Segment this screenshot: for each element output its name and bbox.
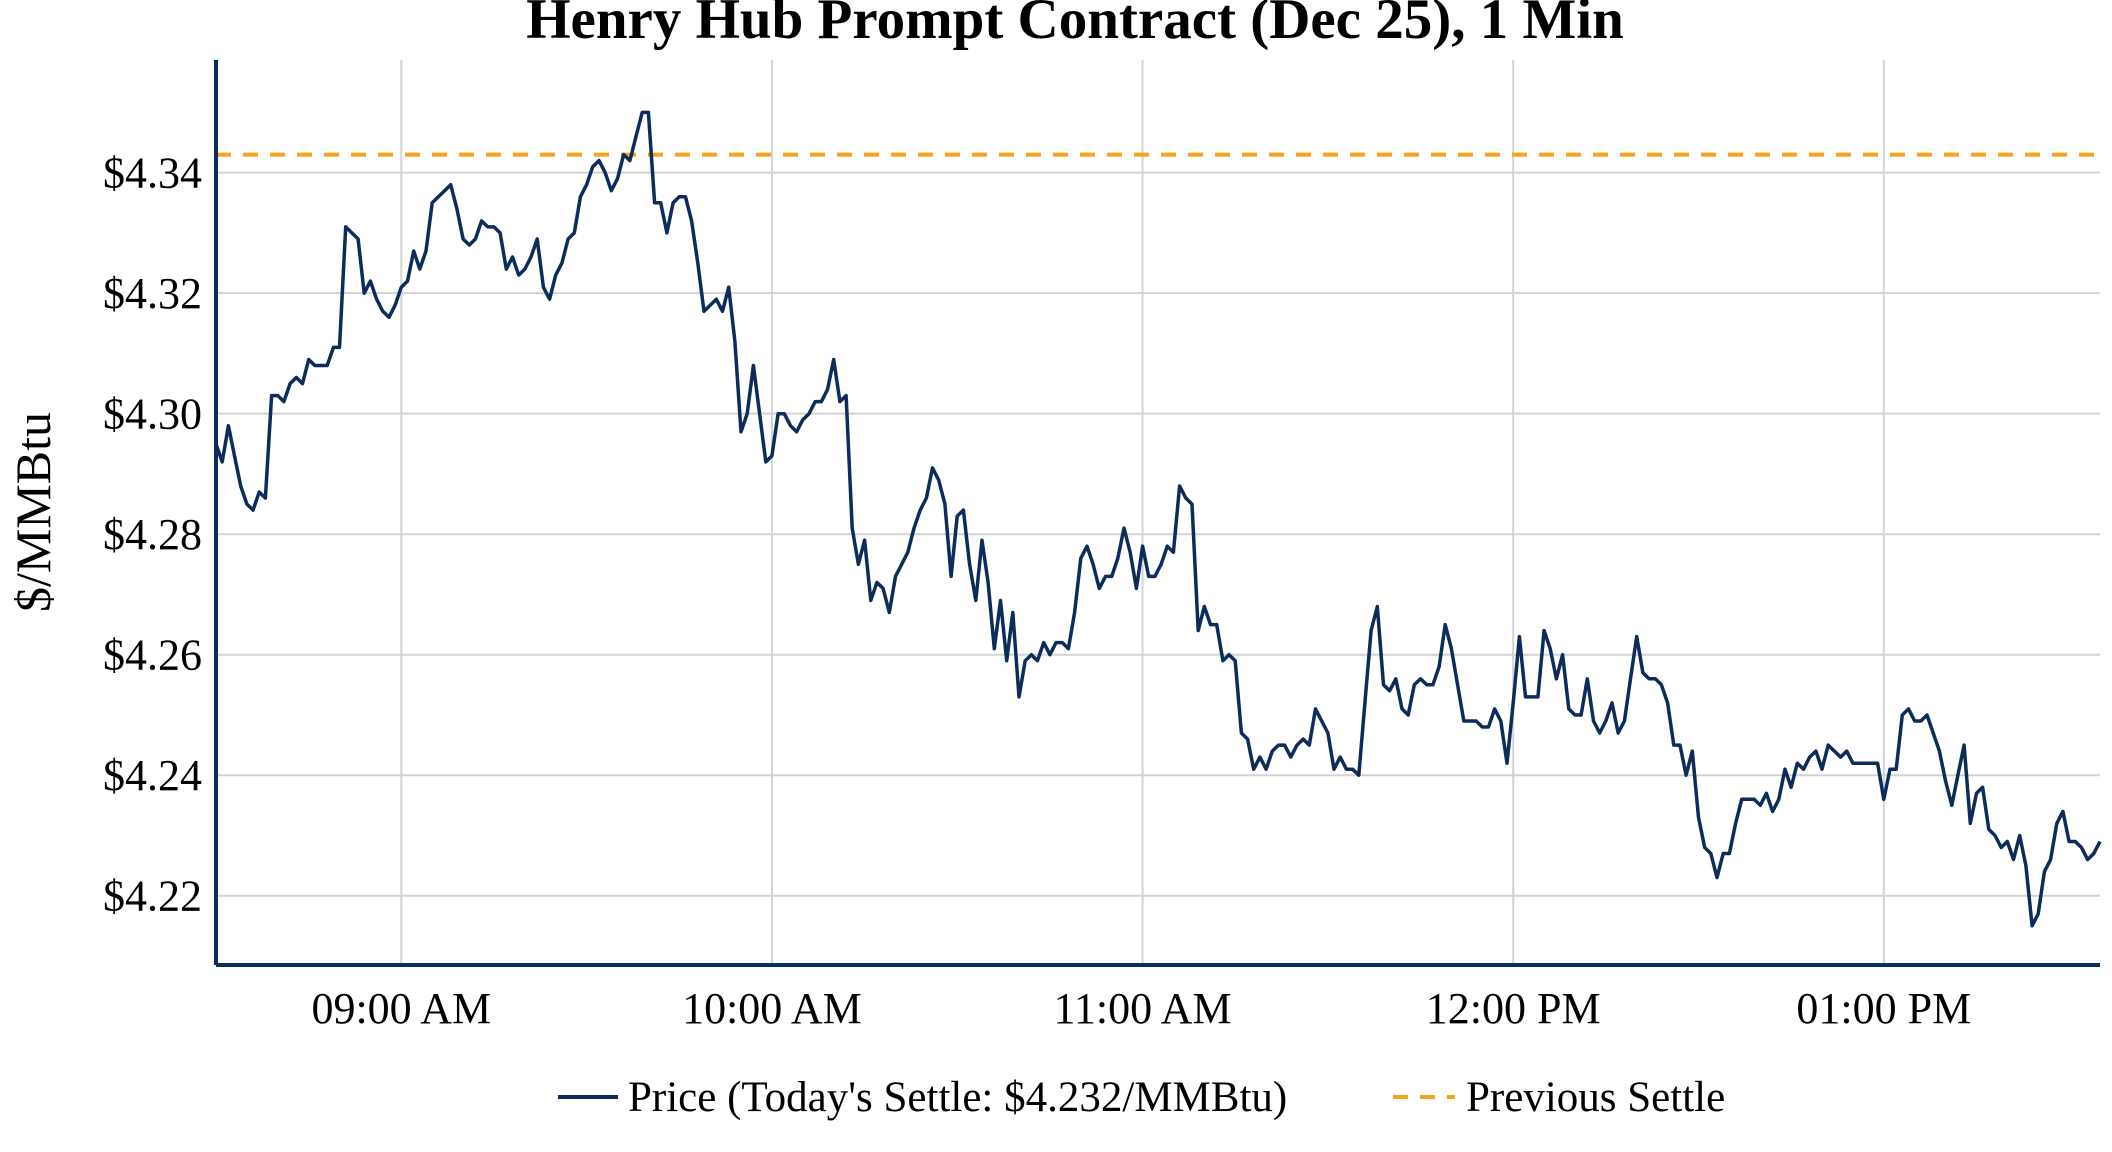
y-tick-label: $4.22 [103, 872, 202, 921]
x-tick-label: 01:00 PM [1796, 984, 1971, 1033]
x-tick-label: 09:00 AM [311, 984, 491, 1033]
axes [214, 60, 2100, 967]
x-tick-label: 11:00 AM [1054, 984, 1232, 1033]
y-tick-label: $4.24 [103, 751, 202, 800]
x-tick-label: 10:00 AM [682, 984, 862, 1033]
y-tick-label: $4.30 [103, 390, 202, 439]
legend: Price (Today's Settle: $4.232/MMBtu) Pre… [558, 1074, 1725, 1121]
y-tick-label: $4.26 [103, 631, 202, 680]
x-axis-ticks: 09:00 AM 10:00 AM 11:00 AM 12:00 PM 01:00 PM [311, 984, 1971, 1033]
x-tick-label: 12:00 PM [1426, 984, 1601, 1033]
y-tick-label: $4.34 [103, 149, 202, 198]
y-axis-ticks: $4.22 $4.24 $4.26 $4.28 $4.30 $4.32 $4.34 [103, 149, 202, 921]
y-axis-label: $/MMBtu [5, 412, 61, 612]
series-layer [214, 110, 2102, 928]
y-tick-label: $4.32 [103, 269, 202, 318]
legend-price-label: Price (Today's Settle: $4.232/MMBtu) [628, 1074, 1287, 1121]
legend-previous-settle-label: Previous Settle [1466, 1074, 1725, 1121]
price-series-line [214, 110, 2102, 928]
grid-lines [216, 60, 2100, 965]
chart-title: Henry Hub Prompt Contract (Dec 25), 1 Mi… [526, 0, 1624, 51]
y-tick-label: $4.28 [103, 510, 202, 559]
